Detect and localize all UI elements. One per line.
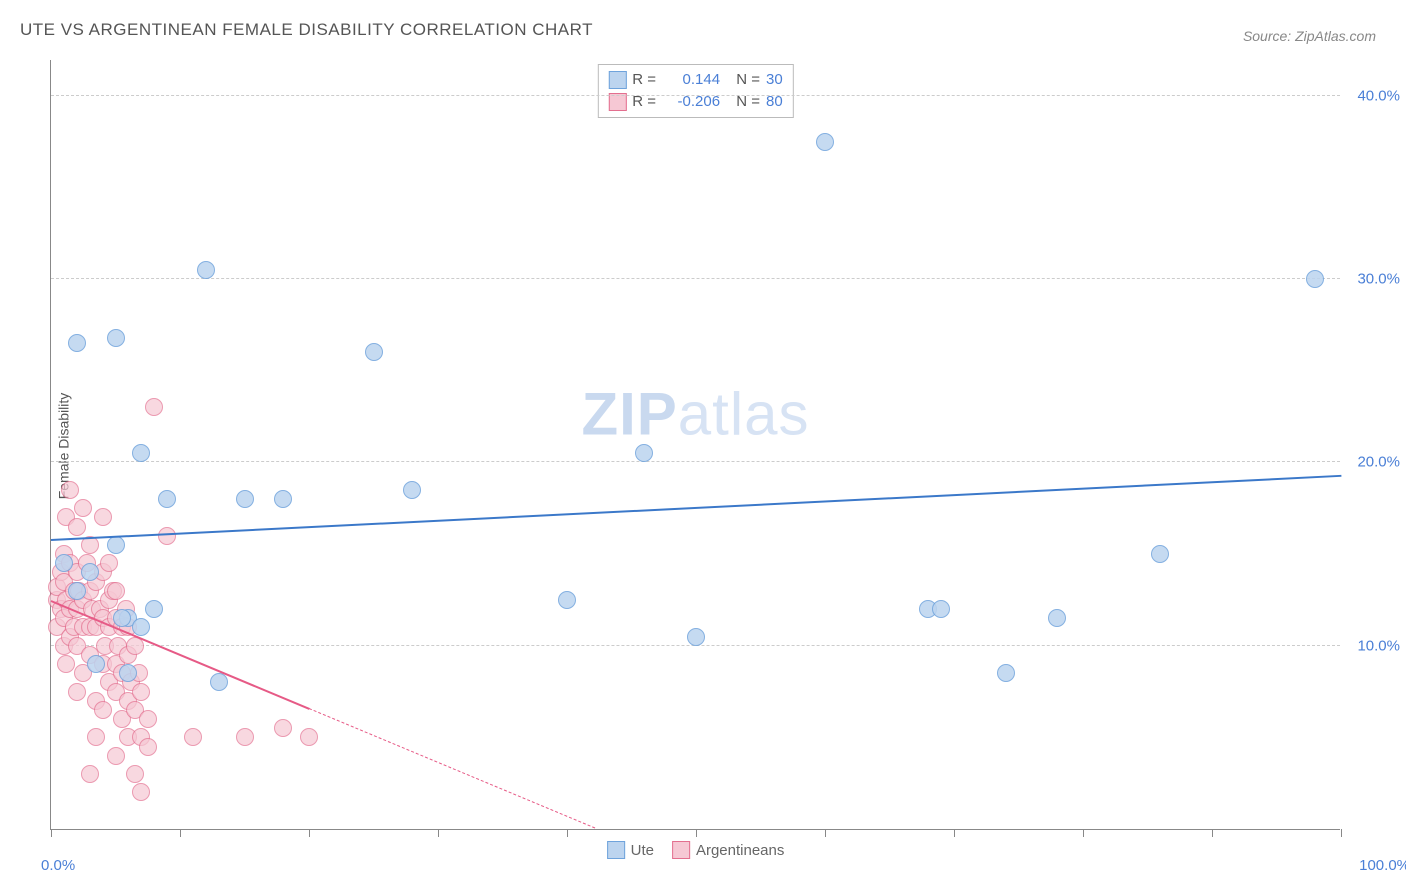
point-ute bbox=[236, 490, 254, 508]
watermark: ZIPatlas bbox=[581, 379, 809, 448]
point-ute bbox=[1048, 609, 1066, 627]
point-ute bbox=[81, 563, 99, 581]
point-arg bbox=[145, 398, 163, 416]
trend-line bbox=[51, 475, 1341, 541]
x-tick bbox=[1212, 829, 1213, 837]
x-tick bbox=[825, 829, 826, 837]
r-label-ute: R = bbox=[632, 69, 656, 91]
point-ute bbox=[132, 618, 150, 636]
point-arg bbox=[132, 783, 150, 801]
n-value-ute: 30 bbox=[766, 69, 783, 91]
trend-line bbox=[309, 709, 595, 829]
swatch-ute bbox=[608, 71, 626, 89]
source-label: Source: ZipAtlas.com bbox=[1243, 28, 1376, 44]
swatch-arg bbox=[608, 93, 626, 111]
x-tick bbox=[1083, 829, 1084, 837]
plot-area: ZIPatlas R = 0.144 N = 30 R = -0.206 N =… bbox=[50, 60, 1340, 830]
chart-title: UTE VS ARGENTINEAN FEMALE DISABILITY COR… bbox=[20, 20, 593, 40]
point-ute bbox=[107, 329, 125, 347]
point-ute bbox=[113, 609, 131, 627]
point-arg bbox=[68, 518, 86, 536]
y-tick-label: 20.0% bbox=[1345, 454, 1400, 471]
point-ute bbox=[816, 133, 834, 151]
x-tick bbox=[954, 829, 955, 837]
correlation-legend: R = 0.144 N = 30 R = -0.206 N = 80 bbox=[597, 64, 793, 118]
point-ute bbox=[68, 334, 86, 352]
series-legend: Ute Argentineans bbox=[607, 841, 785, 859]
point-ute bbox=[107, 536, 125, 554]
point-ute bbox=[1151, 545, 1169, 563]
point-arg bbox=[57, 655, 75, 673]
x-tick-first: 0.0% bbox=[41, 857, 75, 874]
point-arg bbox=[74, 499, 92, 517]
point-arg bbox=[126, 765, 144, 783]
r-value-ute: 0.144 bbox=[662, 69, 720, 91]
gridline: 20.0% bbox=[51, 461, 1340, 462]
x-tick bbox=[309, 829, 310, 837]
point-ute bbox=[274, 490, 292, 508]
point-arg bbox=[132, 683, 150, 701]
point-ute bbox=[119, 664, 137, 682]
n-label-ute: N = bbox=[736, 69, 760, 91]
swatch-arg-icon bbox=[672, 841, 690, 859]
legend-label-ute: Ute bbox=[631, 842, 654, 859]
point-ute bbox=[68, 582, 86, 600]
point-arg bbox=[94, 508, 112, 526]
swatch-ute-icon bbox=[607, 841, 625, 859]
legend-item-arg: Argentineans bbox=[672, 841, 784, 859]
y-tick-label: 30.0% bbox=[1345, 271, 1400, 288]
x-tick-last: 100.0% bbox=[1345, 857, 1406, 874]
legend-row-ute: R = 0.144 N = 30 bbox=[608, 69, 782, 91]
x-tick bbox=[180, 829, 181, 837]
point-ute bbox=[197, 261, 215, 279]
point-arg bbox=[107, 747, 125, 765]
gridline: 30.0% bbox=[51, 278, 1340, 279]
point-ute bbox=[55, 554, 73, 572]
point-arg bbox=[139, 710, 157, 728]
chart-container: UTE VS ARGENTINEAN FEMALE DISABILITY COR… bbox=[0, 0, 1406, 892]
point-arg bbox=[184, 728, 202, 746]
point-ute bbox=[158, 490, 176, 508]
point-ute bbox=[1306, 270, 1324, 288]
point-ute bbox=[145, 600, 163, 618]
x-tick bbox=[438, 829, 439, 837]
point-ute bbox=[210, 673, 228, 691]
x-tick bbox=[1341, 829, 1342, 837]
x-tick bbox=[696, 829, 697, 837]
point-arg bbox=[94, 701, 112, 719]
point-arg bbox=[107, 582, 125, 600]
point-arg bbox=[87, 728, 105, 746]
point-arg bbox=[100, 554, 118, 572]
x-tick bbox=[567, 829, 568, 837]
point-ute bbox=[87, 655, 105, 673]
point-ute bbox=[932, 600, 950, 618]
point-ute bbox=[997, 664, 1015, 682]
legend-label-arg: Argentineans bbox=[696, 842, 784, 859]
gridline: 40.0% bbox=[51, 95, 1340, 96]
watermark-atlas: atlas bbox=[678, 380, 810, 447]
point-arg bbox=[300, 728, 318, 746]
point-ute bbox=[687, 628, 705, 646]
watermark-zip: ZIP bbox=[581, 380, 677, 447]
y-tick-label: 10.0% bbox=[1345, 637, 1400, 654]
point-ute bbox=[558, 591, 576, 609]
legend-item-ute: Ute bbox=[607, 841, 654, 859]
point-arg bbox=[81, 765, 99, 783]
point-arg bbox=[61, 481, 79, 499]
y-tick-label: 40.0% bbox=[1345, 87, 1400, 104]
point-arg bbox=[68, 683, 86, 701]
point-arg bbox=[158, 527, 176, 545]
point-arg bbox=[236, 728, 254, 746]
x-tick bbox=[51, 829, 52, 837]
point-ute bbox=[403, 481, 421, 499]
point-ute bbox=[365, 343, 383, 361]
point-arg bbox=[139, 738, 157, 756]
point-arg bbox=[274, 719, 292, 737]
point-ute bbox=[132, 444, 150, 462]
point-ute bbox=[635, 444, 653, 462]
